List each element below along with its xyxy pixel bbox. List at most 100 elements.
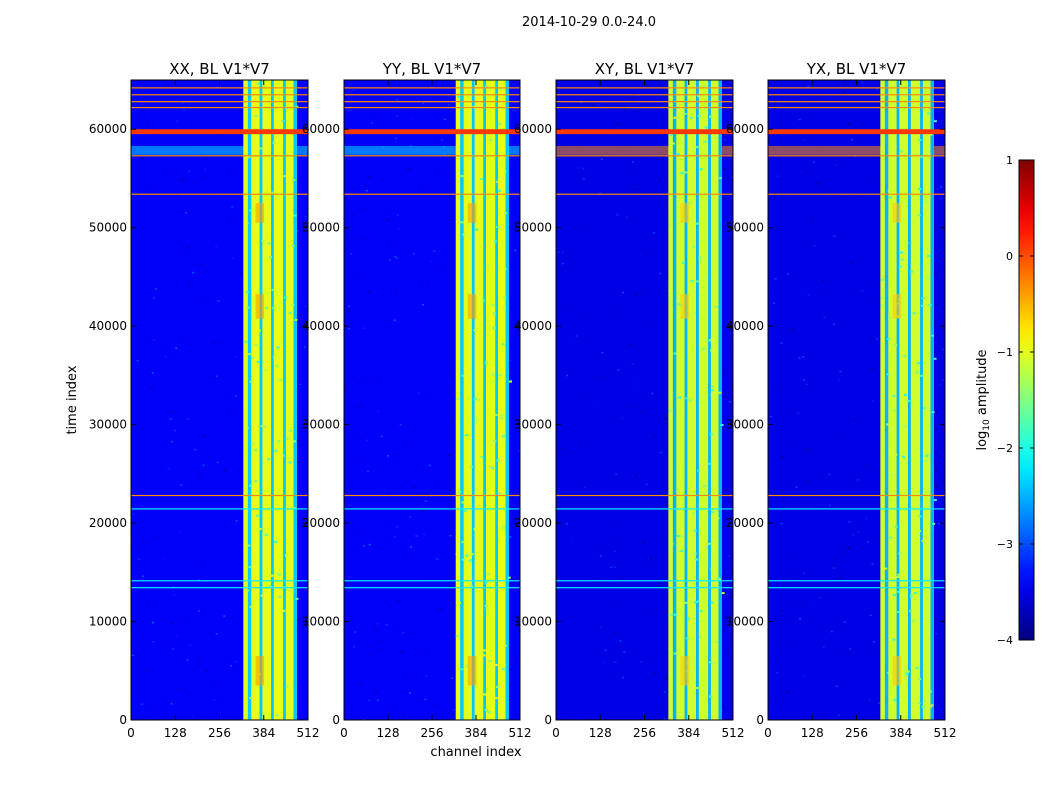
band-noise-cell xyxy=(917,702,921,705)
band-noise-cell xyxy=(503,644,507,647)
colorbar-bar xyxy=(1018,159,1035,641)
noise-cell xyxy=(198,578,201,581)
noise-cell xyxy=(386,219,389,221)
noise-cell xyxy=(622,291,625,294)
rfi-line-cell xyxy=(556,193,733,195)
noise-cell xyxy=(848,521,851,523)
band-noise-cell xyxy=(278,595,282,598)
noise-cell xyxy=(781,456,784,458)
noise-cell xyxy=(191,181,194,183)
noise-cell xyxy=(780,342,783,344)
noise-cell xyxy=(936,681,938,683)
noise-cell xyxy=(185,169,188,171)
heatmap-panels: XX, BL V1*V7 0 128 256 384 512 0 10000 20000 3000… xyxy=(89,60,957,740)
hot-spot-cell xyxy=(680,203,690,223)
noise-cell xyxy=(725,177,728,180)
noise-cell xyxy=(298,444,301,446)
noise-cell xyxy=(303,699,306,701)
band-noise-cell xyxy=(684,171,688,174)
band-noise-cell xyxy=(893,485,897,488)
noise-cell xyxy=(224,469,226,472)
rfi-line-cell xyxy=(556,87,733,89)
band-noise-cell xyxy=(461,541,465,544)
noise-cell xyxy=(727,555,730,557)
noise-cell xyxy=(175,251,178,253)
y-tick-label: 30000 xyxy=(726,418,764,432)
noise-cell xyxy=(617,463,620,465)
noise-cell xyxy=(828,473,831,476)
noise-cell xyxy=(431,475,433,477)
band-noise-cell xyxy=(695,146,699,149)
noise-cell xyxy=(807,294,810,297)
noise-cell xyxy=(875,176,877,178)
band-noise-cell xyxy=(918,139,922,141)
noise-cell xyxy=(864,465,867,467)
noise-cell xyxy=(646,612,649,614)
band-noise-cell xyxy=(497,492,501,495)
noise-cell xyxy=(377,410,380,412)
band-noise-cell xyxy=(285,437,289,440)
band-noise-cell xyxy=(911,620,915,622)
noise-cell xyxy=(623,502,626,505)
noise-cell xyxy=(838,379,841,381)
band-noise-cell xyxy=(710,601,714,604)
noise-cell xyxy=(593,405,596,407)
band-noise-cell xyxy=(460,175,464,178)
hot-spot-cell xyxy=(467,656,477,686)
channel-gap-cell xyxy=(930,80,934,720)
noise-cell xyxy=(415,535,418,537)
noise-cell xyxy=(579,441,582,443)
noise-cell xyxy=(348,305,351,308)
faint-line-cell xyxy=(131,580,308,582)
band-noise-cell xyxy=(712,662,716,665)
band-noise-cell xyxy=(696,280,700,283)
rfi-line-cell xyxy=(556,494,733,497)
panel-title: YX, BL V1*V7 xyxy=(806,60,907,78)
noise-cell xyxy=(410,444,413,446)
noise-cell xyxy=(202,464,205,467)
rfi-line-cell xyxy=(768,155,945,157)
band-noise-cell xyxy=(710,385,714,388)
noise-cell xyxy=(631,363,634,365)
noise-cell xyxy=(424,500,427,502)
noise-cell xyxy=(368,258,371,261)
band-noise-cell xyxy=(258,527,262,530)
noise-cell xyxy=(557,251,560,254)
noise-cell xyxy=(347,532,350,535)
noise-cell xyxy=(614,550,617,552)
noise-cell xyxy=(589,123,591,125)
noise-cell xyxy=(856,194,859,197)
band-noise-cell xyxy=(717,577,721,580)
band-noise-cell xyxy=(500,251,504,254)
band-noise-cell xyxy=(246,589,250,592)
noise-cell xyxy=(940,197,943,200)
band-noise-cell xyxy=(917,530,921,533)
band-noise-cell xyxy=(669,134,673,137)
noise-cell xyxy=(867,701,870,703)
channel-gap-cell xyxy=(259,80,263,720)
band-noise-cell xyxy=(473,398,477,401)
band-noise-cell xyxy=(926,277,930,280)
noise-cell xyxy=(608,108,611,110)
noise-cell xyxy=(513,127,516,130)
band-noise-cell xyxy=(484,581,488,584)
noise-cell xyxy=(633,110,636,113)
colorbar-label-suffix: amplitude xyxy=(975,349,990,419)
noise-cell xyxy=(131,654,134,657)
noise-cell xyxy=(149,386,152,388)
band-noise-cell xyxy=(909,270,913,273)
noise-cell xyxy=(425,364,428,367)
band-noise-cell xyxy=(887,189,891,192)
noise-cell xyxy=(843,621,846,623)
noise-cell xyxy=(182,420,185,423)
noise-cell xyxy=(579,140,582,142)
noise-cell xyxy=(350,219,353,221)
noise-cell xyxy=(852,485,855,487)
noise-cell xyxy=(367,654,370,656)
band-noise-cell xyxy=(894,344,898,347)
noise-cell xyxy=(187,285,190,287)
noise-cell xyxy=(215,375,218,377)
rfi-line-cell xyxy=(131,106,308,109)
noise-cell xyxy=(429,260,432,263)
rfi-line-cell xyxy=(768,87,945,89)
